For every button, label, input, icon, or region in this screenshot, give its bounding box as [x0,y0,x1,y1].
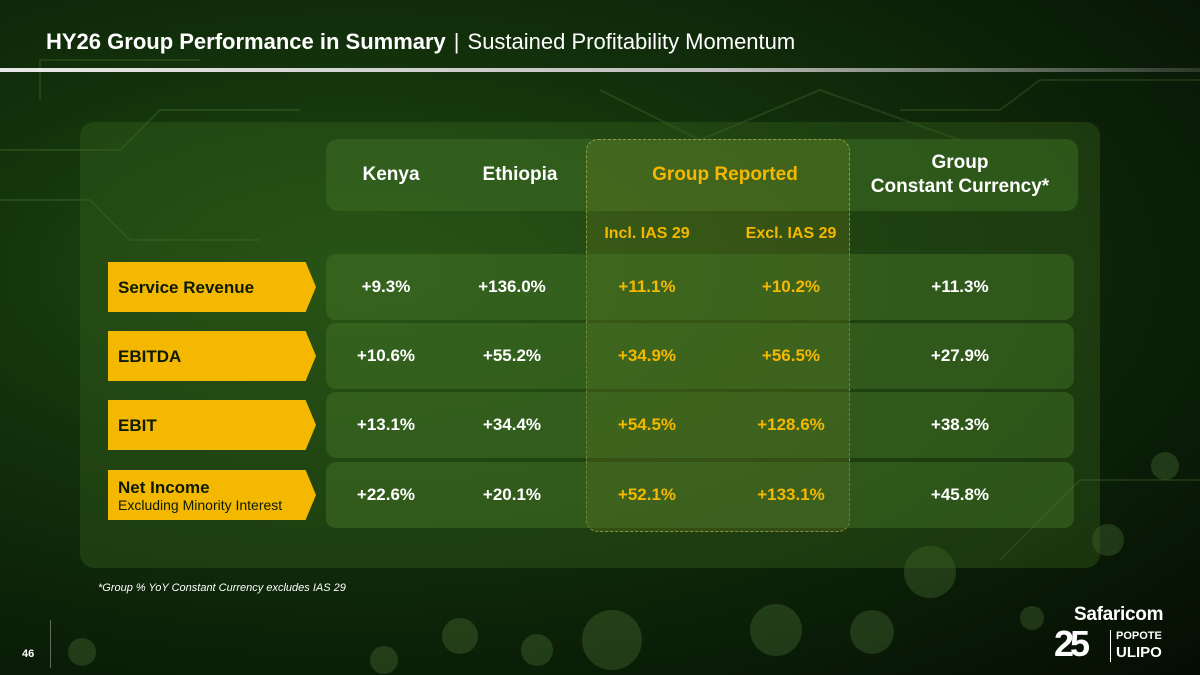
cell-ethiopia: +20.1% [482,485,542,504]
logo-divider [1110,630,1111,662]
cell-kenya: +13.1% [356,415,416,434]
row-label-ebitda: EBITDA [108,331,316,381]
header-band [326,139,1078,211]
title-separator: | [453,29,460,54]
table-row [326,462,1074,528]
subheader-incl-ias29: Incl. IAS 29 [604,225,690,242]
cell-excl-ias29: +10.2% [761,277,821,296]
col-header-group-cc: Group Constant Currency* [862,139,1058,211]
col-header-group-cc-line1: Group [931,152,989,173]
cell-incl-ias29: +52.1% [617,485,677,504]
page-number-divider [50,620,51,668]
cell-group-cc: +11.3% [931,277,989,296]
cell-kenya: +10.6% [356,346,416,365]
slide-title: HY26 Group Performance in Summary [46,29,446,54]
cell-excl-ias29: +133.1% [757,485,825,504]
cell-group-cc: +45.8% [930,485,990,504]
cell-kenya: +9.3% [361,277,411,296]
safaricom-logo: Safaricom 25 POPOTE ULIPO [1054,604,1184,664]
row-label-text: EBITDA [118,346,182,366]
cell-excl-ias29: +128.6% [757,415,825,434]
cell-kenya: +22.6% [356,485,416,504]
page-number: 46 [22,648,35,660]
title-divider [0,68,1200,72]
col-header-kenya: Kenya [362,164,420,185]
cell-excl-ias29: +56.5% [761,346,821,365]
cell-incl-ias29: +11.1% [618,277,676,296]
col-header-group-cc-line2: Constant Currency* [870,176,1050,197]
subheader-excl-ias29: Excl. IAS 29 [745,225,837,242]
cell-incl-ias29: +54.5% [617,415,677,434]
row-label-text: Net Income [118,477,210,497]
col-header-ethiopia: Ethiopia [482,164,558,185]
table-row [326,254,1074,320]
logo-anniversary-number: 25 [1054,623,1090,664]
row-sublabel-text: Excluding Minority Interest [118,496,283,513]
group-reported-highlight [586,139,850,532]
row-label-text: Service Revenue [118,277,255,297]
cell-incl-ias29: +34.9% [617,346,677,365]
row-label-net-income: Net Income Excluding Minority Interest [108,470,316,520]
cell-ethiopia: +34.4% [482,415,542,434]
slide-subtitle: Sustained Profitability Momentum [467,29,796,54]
cell-group-cc: +38.3% [930,415,990,434]
table-row [326,323,1074,389]
col-header-group-reported: Group Reported [652,164,798,185]
cell-ethiopia: +55.2% [482,346,542,365]
row-label-service-revenue: Service Revenue [108,262,316,312]
logo-brand-text: Safaricom [1074,604,1164,625]
table-row [326,392,1074,458]
logo-tagline-1: POPOTE [1116,630,1162,642]
footnote: *Group % YoY Constant Currency excludes … [98,582,346,594]
cell-ethiopia: +136.0% [478,277,546,296]
slide-title-bar: HY26 Group Performance in Summary | Sust… [46,26,795,58]
row-label-text: EBIT [118,415,157,435]
cell-group-cc: +27.9% [930,346,990,365]
row-label-ebit: EBIT [108,400,316,450]
logo-tagline-2: ULIPO [1116,644,1162,661]
